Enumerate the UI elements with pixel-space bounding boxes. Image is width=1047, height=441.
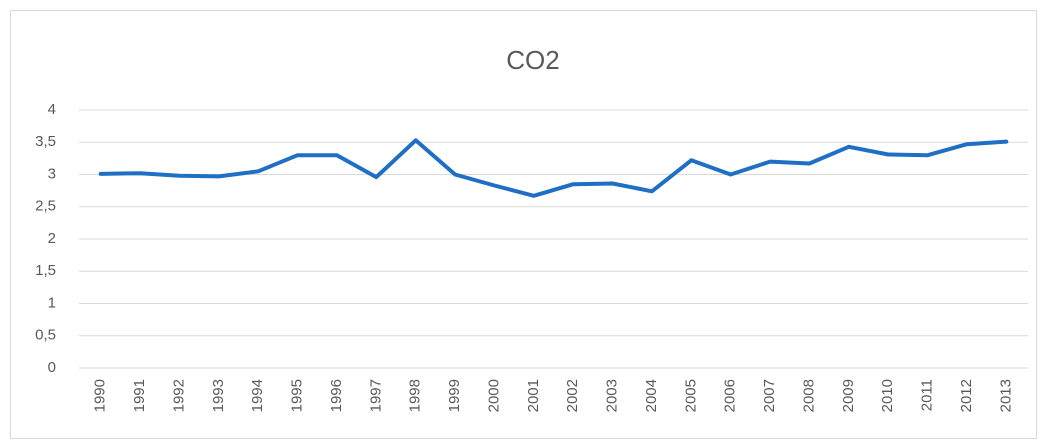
x-tick-label: 2000	[485, 379, 502, 412]
x-tick-label: 2013	[997, 379, 1014, 412]
x-tick-label: 2010	[879, 379, 896, 412]
x-tick-label: 2002	[564, 379, 581, 412]
x-tick-label: 1993	[210, 379, 227, 412]
y-tick-label: 2,5	[35, 198, 56, 215]
y-tick-label: 3	[48, 165, 56, 182]
chart-frame	[10, 10, 1037, 439]
x-tick-label: 1996	[328, 379, 345, 412]
x-tick-label: 1997	[367, 379, 384, 412]
x-tick-label: 1994	[249, 379, 266, 412]
y-tick-label: 0,5	[35, 327, 56, 344]
x-tick-label: 2003	[604, 379, 621, 412]
x-tick-label: 1990	[92, 379, 109, 412]
y-tick-label: 0	[48, 359, 56, 376]
x-tick-label: 1992	[170, 379, 187, 412]
x-tick-label: 1995	[289, 379, 306, 412]
x-tick-label: 2004	[643, 379, 660, 412]
chart-title: CO2	[506, 45, 559, 75]
x-tick-label: 2001	[525, 379, 542, 412]
x-tick-label: 1999	[446, 379, 463, 412]
x-tick-label: 2009	[840, 379, 857, 412]
y-tick-label: 1	[48, 294, 56, 311]
x-tick-label: 2007	[761, 379, 778, 412]
x-tick-label: 2011	[919, 379, 936, 411]
y-tick-label: 2	[48, 230, 56, 247]
x-tick-label: 2005	[682, 379, 699, 412]
y-tick-label: 3,5	[35, 133, 56, 150]
x-tick-label: 2008	[800, 379, 817, 412]
x-tick-label: 1991	[131, 379, 148, 412]
x-tick-label: 1998	[407, 379, 424, 412]
x-tick-label: 2006	[722, 379, 739, 412]
x-tick-label: 2012	[958, 379, 975, 412]
line-series	[98, 138, 1009, 198]
y-tick-label: 1,5	[35, 262, 56, 279]
y-tick-label: 4	[48, 101, 56, 118]
